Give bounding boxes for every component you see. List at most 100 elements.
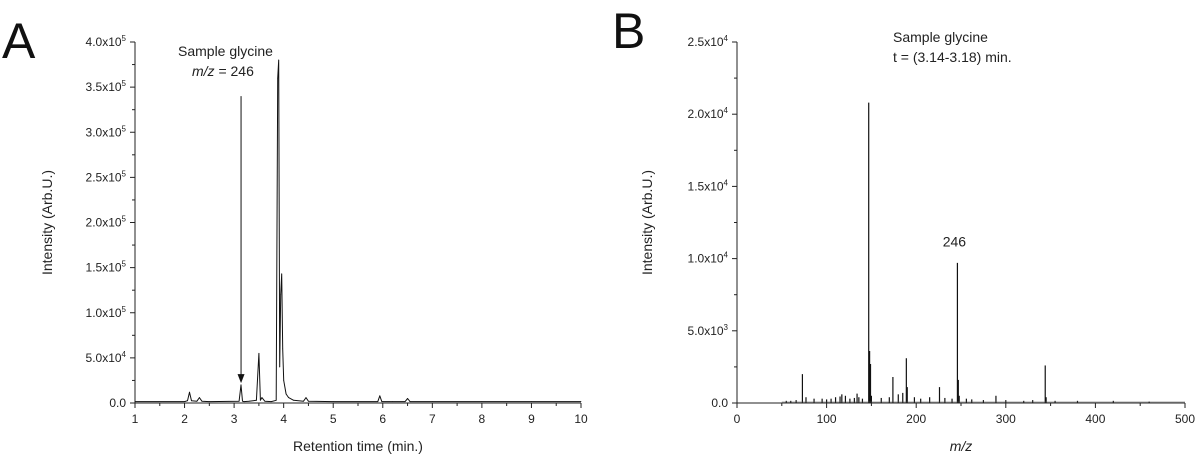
panel-a-x-tick-label: 1 xyxy=(132,412,139,426)
panel-a-x-tick-label: 3 xyxy=(231,412,238,426)
panel-a-data-point xyxy=(404,401,406,403)
panel-a-y-tick-label: 4.0x105 xyxy=(86,34,127,49)
panel-b: B 0 100 200 300 400 500 0.0 5.0x103 1.0x104 1.5x1… xyxy=(612,3,1195,454)
panel-a-y-tick-label: 3.5x105 xyxy=(86,79,127,94)
panel-b-letter: B xyxy=(612,3,645,59)
panel-a-axes: 1 2 3 4 5 6 7 8 9 10 0.0 5.0x104 1.0x105 1.5x105 2.0x1… xyxy=(39,34,588,454)
panel-a-x-tick-label: 10 xyxy=(574,412,588,426)
panel-a-data-point xyxy=(379,395,381,397)
panel-b-y-tick-label: 5.0x103 xyxy=(688,323,729,338)
panel-a-data-point xyxy=(283,380,285,381)
panel-a-series-line xyxy=(135,59,581,403)
panel-a-data-point xyxy=(248,400,250,402)
panel-a-data-point xyxy=(381,401,383,403)
panel-a-data-point xyxy=(201,400,203,402)
panel-b-x-tick-label: 200 xyxy=(906,412,926,426)
panel-a-data-point xyxy=(199,397,200,398)
panel-a-data-point xyxy=(256,399,257,401)
panel-a-data-point xyxy=(191,400,192,402)
panel-a-chromatogram xyxy=(134,59,582,403)
panel-a-y-tick-label: 2.0x105 xyxy=(86,215,127,230)
panel-a-data-point xyxy=(238,400,240,402)
panel-a-data-point xyxy=(243,401,245,403)
panel-b-y-tick-label: 2.0x104 xyxy=(688,106,729,121)
panel-b-annotation-line1: Sample glycine xyxy=(893,29,988,45)
panel-a-y-tick-label: 1.5x105 xyxy=(86,260,127,275)
panel-a-data-point xyxy=(481,401,483,403)
panel-b-annotation: Sample glycine t = (3.14-3.18) min. xyxy=(893,29,1012,65)
panel-a-arrow-head xyxy=(237,374,245,384)
panel-a-y-axis-label: Intensity (Arb.U.) xyxy=(39,170,55,275)
panel-a-data-point xyxy=(305,397,307,398)
panel-a-data-point xyxy=(332,401,334,403)
panel-a-data-point xyxy=(279,366,281,368)
panel-a-data-point xyxy=(580,401,582,403)
panel-a-data-point xyxy=(259,399,261,401)
panel-a-x-tick-label: 9 xyxy=(528,412,535,426)
panel-a-data-point xyxy=(275,399,277,401)
panel-b-y-tick-label: 0.0 xyxy=(711,396,728,410)
panel-a-data-point xyxy=(281,273,283,275)
panel-a-y-tick-label: 2.5x105 xyxy=(86,169,127,184)
panel-a-data-point xyxy=(308,400,309,402)
panel-a-data-point xyxy=(377,401,379,403)
panel-a-annotation-value: = 246 xyxy=(215,63,255,79)
panel-a-x-tick-label: 8 xyxy=(479,412,486,426)
panel-a-data-point xyxy=(277,77,279,79)
panel-a-data-point xyxy=(392,401,394,403)
panel-a-y-tick-label: 5.0x104 xyxy=(86,350,127,365)
panel-a-y-tick-label: 3.0x105 xyxy=(86,124,127,139)
panel-a-x-tick-label: 5 xyxy=(330,412,337,426)
panel-b-mass-spectrum: 246 xyxy=(781,102,1185,403)
panel-a-annotation-line2: m/z = 246 xyxy=(192,63,254,79)
panel-b-peak-label: 246 xyxy=(943,233,967,249)
panel-b-x-tick-label: 500 xyxy=(1175,412,1195,426)
panel-a-data-point xyxy=(270,401,272,403)
panel-a-data-point xyxy=(285,393,287,395)
panel-a-data-point xyxy=(187,400,188,402)
panel-a-y-tick-label: 1.0x105 xyxy=(86,305,127,320)
panel-a-data-point xyxy=(258,352,260,354)
panel-a-data-point xyxy=(134,401,136,403)
panel-a-data-point xyxy=(431,401,433,403)
panel-a-x-axis-label: Retention time (min.) xyxy=(293,438,423,454)
panel-b-axes: 0 100 200 300 400 500 0.0 5.0x103 1.0x104 1.5x104… xyxy=(639,34,1195,454)
panel-a-x-tick-label: 2 xyxy=(181,412,188,426)
panel-a: A 1 2 3 4 5 6 7 8 9 10 0.0 5.0x104 1.0x105 1.5x105 2.0… xyxy=(2,13,588,454)
panel-a-x-tick-label: 7 xyxy=(429,412,436,426)
panel-b-y-tick-label: 1.0x104 xyxy=(688,251,729,266)
panel-a-data-point xyxy=(303,400,304,402)
panel-b-x-tick-label: 400 xyxy=(1085,412,1105,426)
panel-b-y-tick-label: 1.5x104 xyxy=(688,178,729,193)
panel-a-data-point xyxy=(278,59,280,61)
panel-b-y-axis-label: Intensity (Arb.U.) xyxy=(639,170,655,275)
panel-a-data-point xyxy=(242,400,243,402)
panel-a-data-point xyxy=(288,397,290,398)
panel-a-data-point xyxy=(208,401,210,403)
panel-a-data-point xyxy=(407,398,408,399)
panel-a-x-tick-label: 6 xyxy=(379,412,386,426)
panel-a-data-point xyxy=(293,399,294,401)
panel-a-x-tick-label: 4 xyxy=(280,412,287,426)
panel-b-x-axis-label: m/z xyxy=(950,438,973,454)
panel-a-annotation: Sample glycine m/z = 246 xyxy=(178,43,273,79)
panel-a-letter: A xyxy=(2,13,36,69)
panel-a-data-point xyxy=(282,348,284,350)
panel-b-y-tick-label: 2.5x104 xyxy=(688,34,729,49)
panel-a-y-tick-label: 0.0 xyxy=(109,396,126,410)
panel-a-data-point xyxy=(261,397,263,398)
panel-a-data-point xyxy=(280,294,282,296)
panel-a-annotation-line1: Sample glycine xyxy=(178,43,273,59)
panel-b-x-tick-label: 300 xyxy=(996,412,1016,426)
panel-a-data-point xyxy=(196,400,198,402)
panel-a-data-point xyxy=(240,384,242,386)
panel-a-data-point xyxy=(531,401,532,403)
panel-a-data-point xyxy=(409,401,411,403)
panel-a-data-point xyxy=(184,401,185,403)
panel-a-data-point xyxy=(264,400,266,402)
panel-b-x-tick-label: 100 xyxy=(817,412,837,426)
panel-a-data-point xyxy=(189,391,190,393)
panel-a-annotation-mz: m/z xyxy=(192,63,215,79)
panel-b-annotation-line2: t = (3.14-3.18) min. xyxy=(893,49,1012,65)
